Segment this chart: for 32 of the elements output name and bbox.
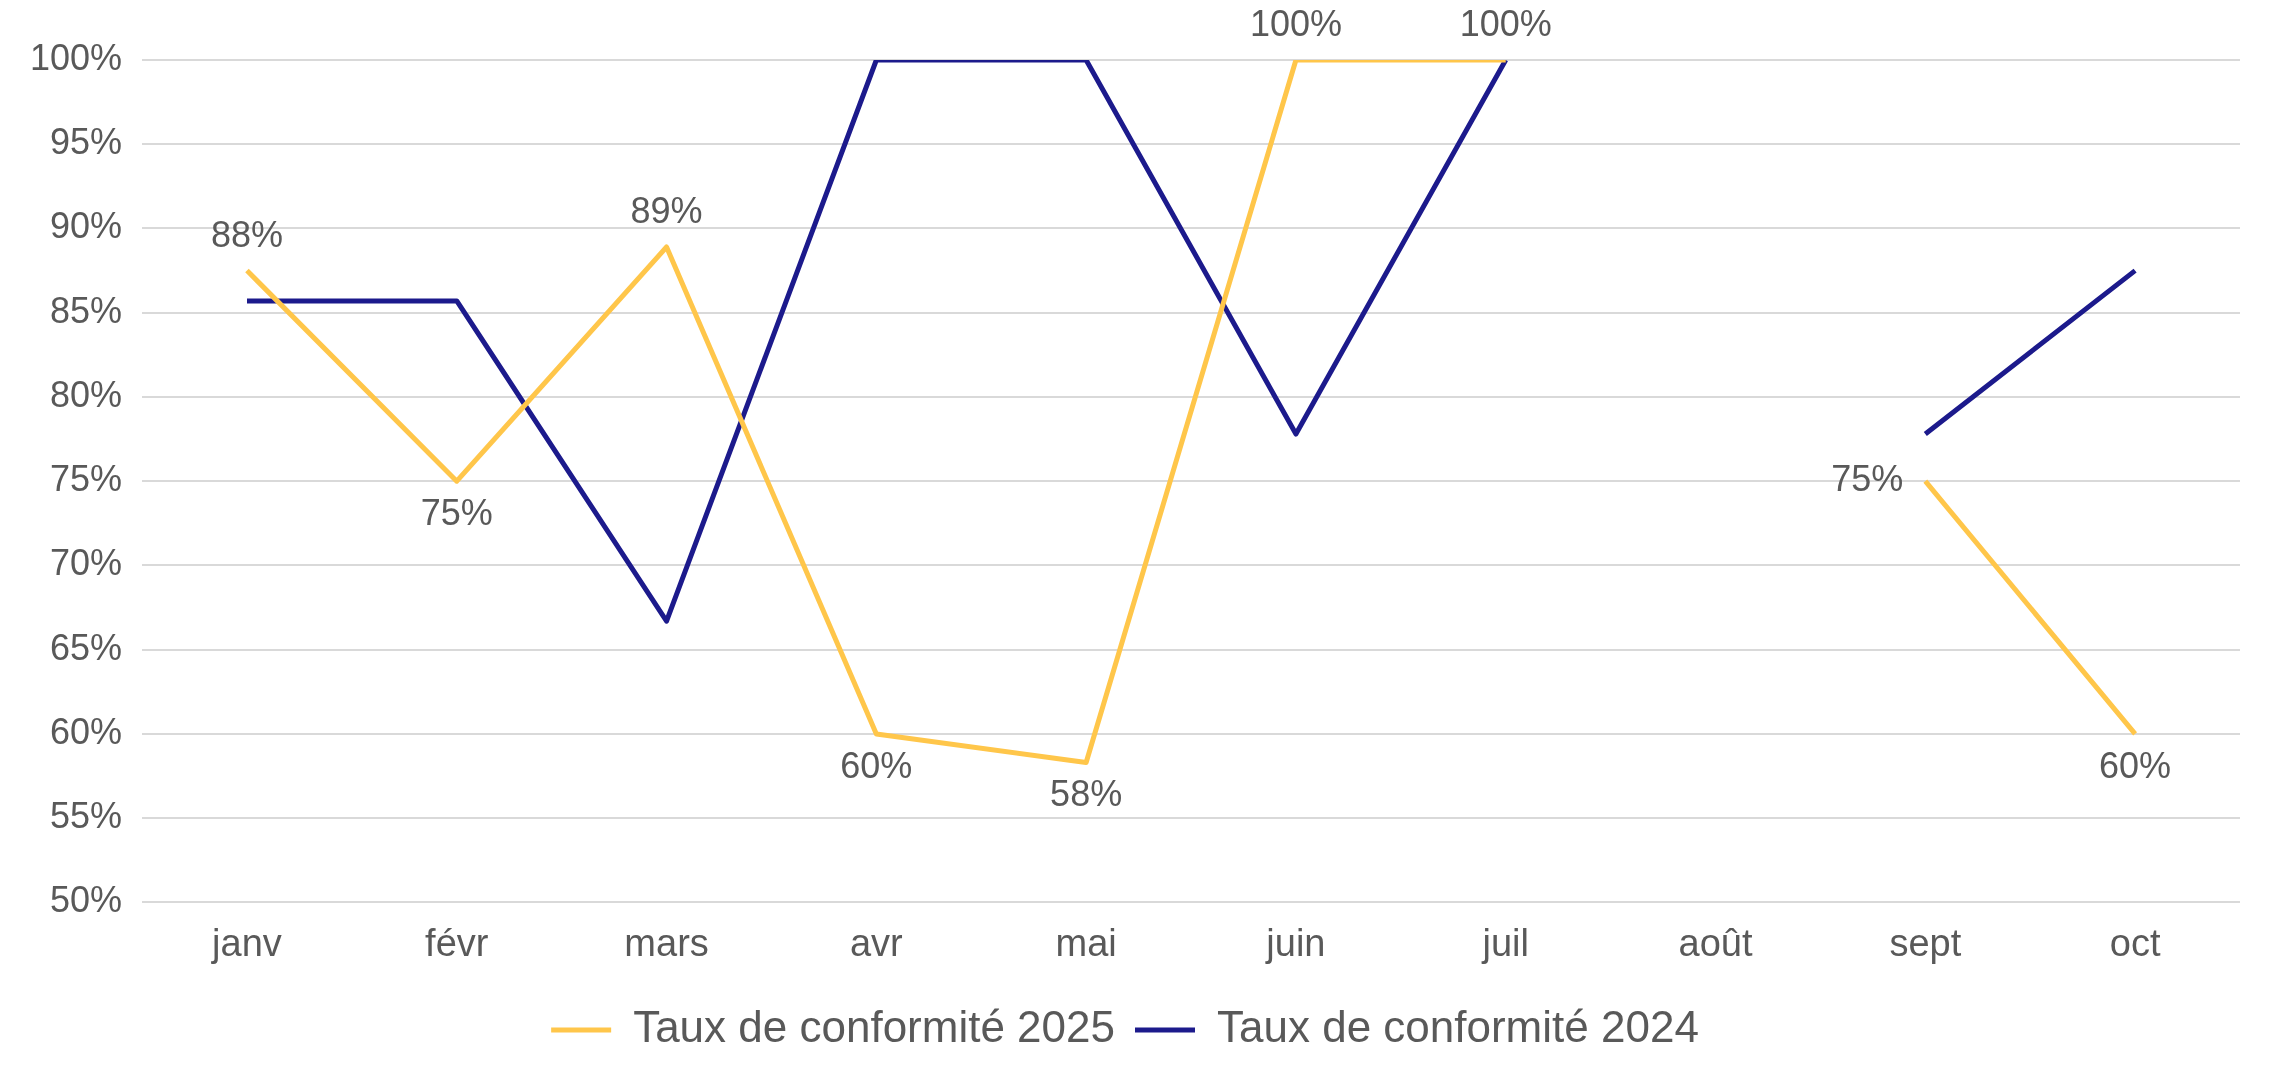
data-label: 89% xyxy=(630,189,703,231)
data-label: 88% xyxy=(210,213,283,255)
y-tick-label: 50% xyxy=(50,879,123,921)
x-tick-label: févr xyxy=(425,921,489,964)
x-tick-label: janv xyxy=(211,921,282,964)
y-tick-label: 85% xyxy=(50,289,123,331)
y-tick-label: 80% xyxy=(50,373,123,415)
y-tick-label: 70% xyxy=(50,542,123,584)
data-label: 100% xyxy=(1459,2,1552,44)
y-tick-label: 95% xyxy=(50,121,123,163)
data-label: 75% xyxy=(420,492,493,534)
x-tick-label: avr xyxy=(849,921,904,964)
x-tick-label: oct xyxy=(2109,921,2161,964)
y-tick-label: 75% xyxy=(50,458,123,500)
data-label: 100% xyxy=(1249,2,1342,44)
y-tick-label: 90% xyxy=(50,205,123,247)
x-tick-label: sept xyxy=(1889,921,1962,964)
data-label: 60% xyxy=(2099,744,2172,786)
x-tick-label: juin xyxy=(1265,921,1326,964)
x-tick-label: mai xyxy=(1055,921,1117,964)
y-tick-label: 100% xyxy=(30,36,123,78)
data-label: 58% xyxy=(1050,773,1123,815)
x-tick-label: mars xyxy=(624,921,709,964)
data-label: 60% xyxy=(840,744,913,786)
legend-label: Taux de conformité 2025 xyxy=(633,1002,1116,1052)
y-tick-label: 55% xyxy=(50,795,123,837)
y-tick-label: 65% xyxy=(50,626,123,668)
x-tick-label: août xyxy=(1678,921,1753,964)
data-label: 75% xyxy=(1831,458,1904,500)
legend-label: Taux de conformité 2024 xyxy=(1217,1002,1699,1052)
y-tick-label: 60% xyxy=(50,710,123,752)
x-tick-label: juil xyxy=(1481,921,1529,964)
